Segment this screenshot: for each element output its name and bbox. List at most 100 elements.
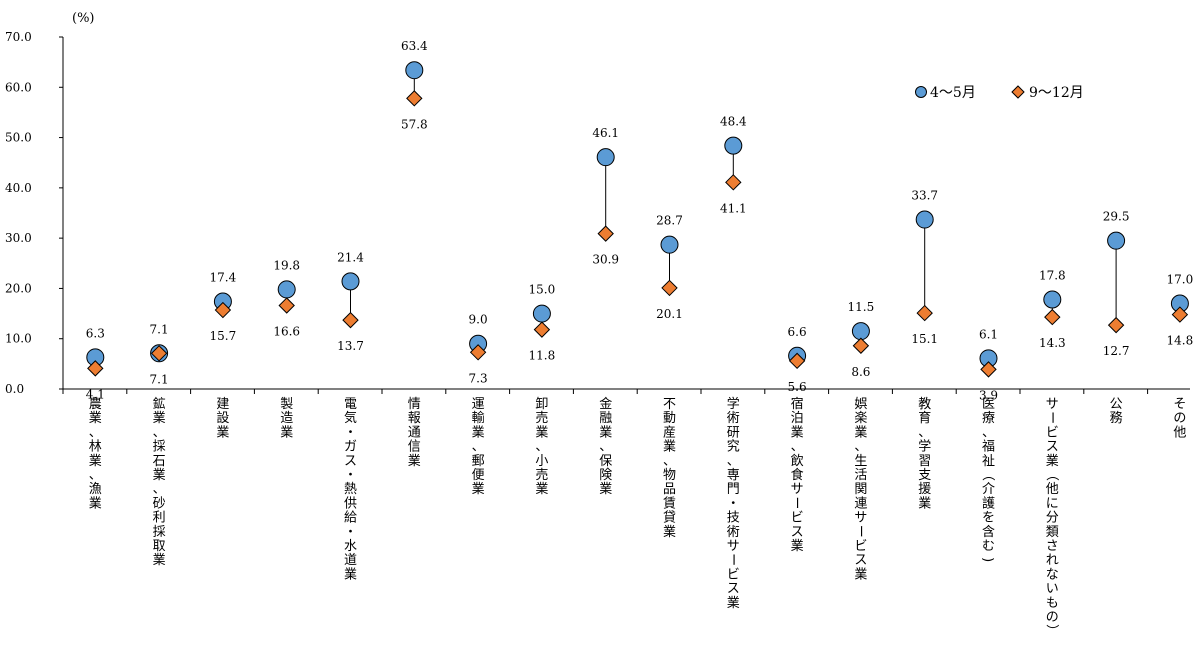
category-label-char: 造 [280,411,293,426]
series-1-point [724,136,743,155]
category-label-char: 運 [472,397,485,412]
series-2-point [725,174,742,191]
category-label-char: 、 [918,425,931,440]
category-label-char: 業 [535,481,548,497]
category-label-char: な [1046,567,1059,582]
category-label-char: 業 [153,467,166,483]
category-label-char: 貸 [663,510,676,526]
y-tick-label: 0.0 [5,382,24,396]
category-label-char: 業 [280,424,293,440]
y-tick-label: 40.0 [5,181,32,195]
category-label-char: 業 [89,495,102,511]
series-2-point [406,90,423,107]
category-label-char: 熱 [344,482,357,497]
category-label-char: 福 [982,440,995,455]
category-label-char: 業 [791,424,804,440]
category-label-char: 給 [344,511,357,526]
category-label-char: 業 [89,453,102,469]
series-1-point [1107,231,1126,250]
series-1-point [532,304,551,323]
series-2-data-label: 7.3 [469,371,488,385]
series-2-data-label: 7.1 [150,372,169,386]
unit-label: (%) [72,11,95,26]
legend-label-series-2: 9～12月 [1029,85,1084,101]
category-label-char: 、 [89,425,102,440]
series-2-data-label: 15.7 [210,329,237,343]
series-1-data-label: 6.1 [979,327,998,341]
category-label-char: 電 [344,397,357,412]
category-label: 卸売業、小売業 [535,396,548,497]
category-label-char: 融 [599,411,612,426]
series-2-data-label: 13.7 [337,339,364,353]
series-1-data-label: 17.0 [1167,273,1194,287]
y-tick-label: 50.0 [5,131,32,145]
series-1-point [596,148,615,167]
series-2-point [597,225,614,242]
category-label-char: 門 [727,482,740,497]
x-axis [62,388,1190,394]
series-1-data-label: 17.4 [210,271,237,285]
series-2-data-label: 15.1 [911,332,938,346]
category-label-char: れ [1046,553,1059,568]
category-label-char: 不 [663,397,676,412]
series-2-point [916,304,933,322]
category-label-char: 物 [663,468,676,483]
category-label: その他 [1173,397,1186,440]
series-markers [86,61,1189,378]
series-1-data-label: 28.7 [656,214,683,228]
category-label-char: 他 [1046,482,1059,497]
category-label-char: ス [854,553,867,568]
category-label-char: 林 [89,440,102,455]
category-label-char: 飲 [791,453,804,469]
category-label-char: 祉 [982,454,995,469]
series-2-data-label: 41.1 [720,201,747,215]
category-label-char: 関 [854,482,867,497]
category-label-char: サ [727,539,740,554]
series-2-point [87,360,104,377]
category-label-char: 援 [918,482,931,497]
category-label-char: 宿 [791,396,804,412]
category-label-char: 便 [472,468,485,483]
category-label-char: ビ [791,511,804,526]
category-label-char: サ [1046,397,1059,412]
series-2-point [788,352,806,370]
category-label-char: 支 [918,468,931,483]
series-1-data-label: 17.8 [1039,268,1066,282]
legend-marker-circle [915,86,927,98]
y-tick-label: 60.0 [5,80,32,94]
series-1-data-label: 48.4 [720,115,747,129]
series-2-data-label: 5.6 [788,380,807,394]
series-1-data-label: 29.5 [1103,210,1130,224]
category-label-char: 娯 [854,397,867,412]
series-2-point [469,344,487,361]
data-labels: 6.3 4.1 7.1 7.1 17.4 15.7 19.8 16.6 21.4 13.7 63.4… [86,39,1194,402]
category-label-char: 採 [153,525,166,540]
category-label-char: 、 [854,440,867,455]
series-1-data-label: 33.7 [911,189,938,203]
category-label-char: ・ [344,468,357,483]
series-2-point [980,361,997,378]
category-label-char: 業 [535,424,548,440]
category-label-char: 業 [663,439,676,455]
series-2-data-label: 14.3 [1039,336,1066,350]
category-label-char: 信 [408,440,421,455]
category-label-char: 習 [918,454,931,469]
category-label-char: 卸 [535,396,548,412]
series-2-point [342,311,359,329]
category-label-char: 連 [854,496,867,511]
category-label-char: 他 [1173,425,1186,440]
category-label-char: 術 [727,525,740,540]
category-label-char: 金 [599,396,612,412]
category-label-char: 業 [153,552,166,568]
category-label-char: ) [980,557,995,562]
category-label-char: む [982,539,995,554]
category-label-char: 業 [1046,453,1059,469]
category-label-char: 険 [599,468,612,483]
category-label-char: 、 [472,440,485,455]
category-label-char: 生 [854,454,867,469]
category-label-char: 務 [1110,411,1123,426]
category-label-char: 学 [918,439,931,455]
